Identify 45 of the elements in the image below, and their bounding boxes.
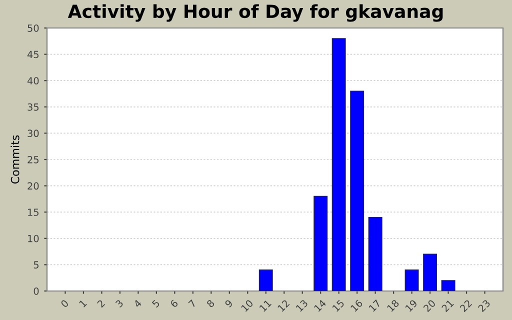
x-tick-label: 19: [404, 299, 418, 312]
x-tick-label: 12: [277, 299, 290, 312]
y-tick-label: 50: [28, 24, 39, 32]
bar: [368, 216, 382, 291]
x-tick-label: 11: [259, 299, 272, 312]
x-tick-label: 13: [296, 299, 308, 312]
y-tick-label: 10: [28, 234, 39, 242]
x-tick-label: 20: [422, 299, 436, 312]
x-tick-label: 16: [350, 299, 364, 312]
y-tick-label: 45: [27, 50, 39, 58]
bar: [423, 254, 438, 291]
y-tick-label: 0: [34, 287, 39, 295]
y-tick-label: 35: [28, 103, 39, 111]
x-tick-label: 18: [386, 299, 400, 312]
y-tick-label: 15: [28, 208, 39, 216]
x-tick-label: 4: [133, 299, 142, 308]
bar: [314, 196, 328, 291]
y-tick-label: 30: [28, 130, 39, 138]
bar: [441, 280, 456, 291]
bar: [350, 90, 364, 291]
x-tick-label: 0: [60, 299, 69, 308]
x-tick-label: 21: [441, 299, 454, 312]
x-tick-label: 15: [332, 299, 345, 312]
bar: [332, 38, 346, 291]
x-tick-label: 17: [368, 299, 382, 312]
x-tick-label: 2: [96, 299, 106, 308]
bar: [258, 270, 273, 291]
x-tick-label: 9: [224, 299, 234, 308]
y-tick-label: 20: [28, 182, 39, 190]
x-tick-label: 6: [170, 299, 178, 308]
x-tick-label: 5: [152, 299, 160, 308]
x-tick-label: 23: [478, 299, 491, 312]
y-tick-label: 25: [28, 156, 39, 164]
x-tick-label: 1: [78, 299, 87, 308]
x-tick-label: 22: [459, 299, 472, 312]
x-tick-label: 14: [314, 299, 326, 312]
x-tick-label: 7: [188, 299, 196, 308]
y-axis-title: Commits: [10, 135, 20, 184]
bar: [404, 270, 419, 291]
chart-title: Activity by Hour of Day for gkavanag: [68, 4, 443, 22]
x-tick-label: 3: [115, 299, 124, 308]
x-tick-label: 10: [240, 299, 254, 312]
y-tick-label: 5: [34, 261, 39, 269]
y-tick-label: 40: [27, 77, 39, 84]
x-tick-label: 8: [206, 299, 215, 308]
